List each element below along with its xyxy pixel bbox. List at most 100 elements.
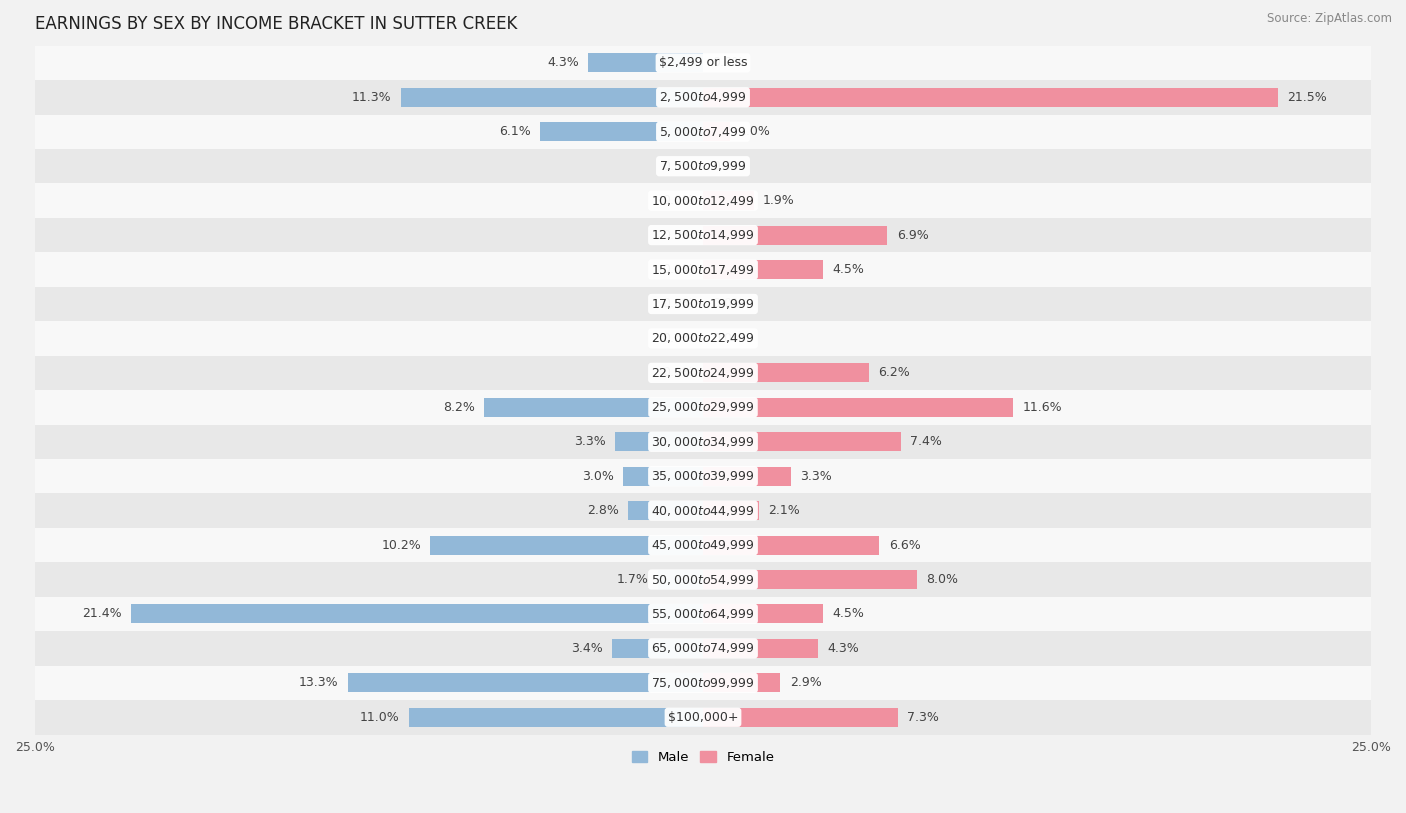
Bar [409,708,703,727]
Text: 0.0%: 0.0% [713,56,744,69]
Text: 0.0%: 0.0% [662,367,693,380]
Bar [703,433,901,451]
Text: $5,000 to $7,499: $5,000 to $7,499 [659,124,747,139]
Bar [35,563,1371,597]
Text: $10,000 to $12,499: $10,000 to $12,499 [651,193,755,207]
Text: 0.0%: 0.0% [713,298,744,311]
Text: 0.0%: 0.0% [662,263,693,276]
Text: $7,500 to $9,999: $7,500 to $9,999 [659,159,747,173]
Text: 2.1%: 2.1% [769,504,800,517]
Bar [484,398,703,417]
Text: $45,000 to $49,999: $45,000 to $49,999 [651,538,755,552]
Text: $2,499 or less: $2,499 or less [659,56,747,69]
Text: $100,000+: $100,000+ [668,711,738,724]
Bar [703,501,759,520]
Bar [35,424,1371,459]
Bar [703,398,1012,417]
Text: 2.8%: 2.8% [586,504,619,517]
Text: $50,000 to $54,999: $50,000 to $54,999 [651,572,755,586]
Bar [35,252,1371,287]
Bar [703,605,824,624]
Text: $65,000 to $74,999: $65,000 to $74,999 [651,641,755,655]
Bar [35,700,1371,734]
Bar [35,528,1371,563]
Text: 1.7%: 1.7% [616,573,648,586]
Bar [540,122,703,141]
Text: 6.1%: 6.1% [499,125,530,138]
Text: $55,000 to $64,999: $55,000 to $64,999 [651,607,755,621]
Bar [658,570,703,589]
Bar [623,467,703,485]
Text: 6.2%: 6.2% [877,367,910,380]
Bar [703,363,869,382]
Text: $12,500 to $14,999: $12,500 to $14,999 [651,228,755,242]
Text: 7.3%: 7.3% [907,711,939,724]
Bar [35,184,1371,218]
Bar [35,666,1371,700]
Text: $35,000 to $39,999: $35,000 to $39,999 [651,469,755,483]
Bar [35,631,1371,666]
Text: 0.0%: 0.0% [713,159,744,172]
Bar [131,605,703,624]
Bar [35,597,1371,631]
Text: $75,000 to $99,999: $75,000 to $99,999 [651,676,755,690]
Text: 4.3%: 4.3% [827,642,859,655]
Text: 0.0%: 0.0% [662,194,693,207]
Bar [35,287,1371,321]
Bar [35,321,1371,355]
Text: 10.2%: 10.2% [381,538,420,551]
Text: 11.3%: 11.3% [352,91,392,104]
Text: 1.9%: 1.9% [763,194,794,207]
Text: 13.3%: 13.3% [298,676,339,689]
Text: 21.4%: 21.4% [82,607,122,620]
Text: Source: ZipAtlas.com: Source: ZipAtlas.com [1267,12,1392,25]
Bar [614,433,703,451]
Text: 3.4%: 3.4% [571,642,603,655]
Text: 11.0%: 11.0% [360,711,399,724]
Bar [703,467,792,485]
Text: 8.2%: 8.2% [443,401,474,414]
Bar [703,639,818,658]
Bar [35,115,1371,149]
Bar [703,191,754,210]
Text: 4.3%: 4.3% [547,56,579,69]
Text: 0.0%: 0.0% [662,228,693,241]
Bar [628,501,703,520]
Bar [430,536,703,554]
Bar [35,80,1371,115]
Bar [35,493,1371,528]
Bar [35,459,1371,493]
Text: 1.0%: 1.0% [740,125,770,138]
Bar [703,88,1278,107]
Text: 3.3%: 3.3% [574,435,606,448]
Text: 3.3%: 3.3% [800,470,832,483]
Bar [401,88,703,107]
Text: $17,500 to $19,999: $17,500 to $19,999 [651,297,755,311]
Text: EARNINGS BY SEX BY INCOME BRACKET IN SUTTER CREEK: EARNINGS BY SEX BY INCOME BRACKET IN SUT… [35,15,517,33]
Text: 21.5%: 21.5% [1286,91,1327,104]
Bar [703,226,887,245]
Bar [703,260,824,279]
Text: $25,000 to $29,999: $25,000 to $29,999 [651,400,755,415]
Text: $15,000 to $17,499: $15,000 to $17,499 [651,263,755,276]
Bar [703,536,879,554]
Text: $20,000 to $22,499: $20,000 to $22,499 [651,332,755,346]
Text: 4.5%: 4.5% [832,263,865,276]
Bar [703,708,898,727]
Bar [703,122,730,141]
Text: 7.4%: 7.4% [910,435,942,448]
Text: 2.9%: 2.9% [790,676,821,689]
Bar [35,390,1371,424]
Bar [347,673,703,693]
Text: $30,000 to $34,999: $30,000 to $34,999 [651,435,755,449]
Bar [703,673,780,693]
Bar [612,639,703,658]
Text: 3.0%: 3.0% [582,470,613,483]
Text: 0.0%: 0.0% [662,332,693,345]
Bar [35,355,1371,390]
Bar [588,54,703,72]
Text: 0.0%: 0.0% [662,298,693,311]
Bar [35,218,1371,252]
Text: $2,500 to $4,999: $2,500 to $4,999 [659,90,747,104]
Legend: Male, Female: Male, Female [626,746,780,769]
